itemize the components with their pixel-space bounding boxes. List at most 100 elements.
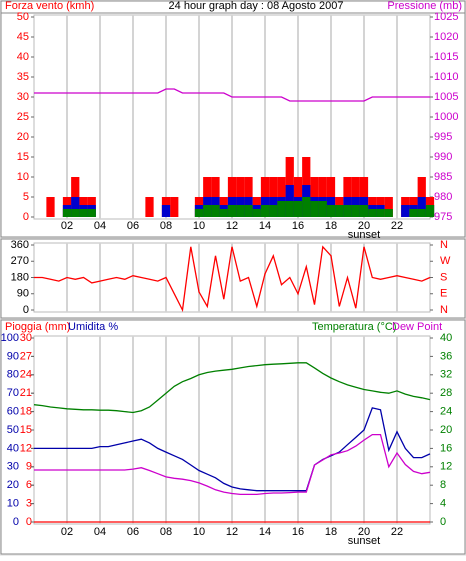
wind-bar — [293, 201, 303, 217]
wind-bar — [277, 201, 286, 217]
wind-bar — [145, 197, 154, 217]
wind-bar — [417, 209, 426, 217]
y-tick-label: 20 — [17, 131, 29, 143]
y-tick-label: 8 — [440, 479, 446, 491]
wind-bar — [87, 209, 96, 217]
wind-bar — [219, 209, 228, 217]
y-tick-label: 10 — [7, 498, 19, 510]
y-tick-label: N — [440, 239, 448, 251]
legend-label: Pioggia (mm) — [5, 321, 70, 333]
wind-bar — [401, 205, 410, 217]
x-tick-label: 06 — [127, 220, 139, 232]
x-tick-label: 22 — [391, 526, 403, 538]
y-tick-label: 980 — [434, 191, 452, 203]
y-tick-label: 24 — [20, 369, 32, 381]
y-tick-label: 70 — [7, 387, 19, 399]
y-tick-label: 0 — [440, 516, 446, 528]
wind-bar — [194, 209, 204, 217]
wind-label: Forza vento (kmh) — [5, 0, 94, 12]
wind-bar — [170, 197, 179, 217]
y-tick-label: 360 — [11, 239, 29, 251]
y-tick-label: 27 — [20, 350, 32, 362]
wind-bar — [326, 205, 336, 217]
y-tick-label: 25 — [17, 111, 29, 123]
series-line — [34, 407, 431, 492]
y-tick-label: 1015 — [434, 51, 458, 63]
series-line — [34, 88, 430, 102]
y-tick-label: 21 — [20, 387, 32, 399]
y-tick-label: 40 — [440, 332, 452, 344]
legend-label: Umidita % — [68, 321, 118, 333]
y-tick-label: 45 — [17, 31, 29, 43]
y-tick-label: 20 — [440, 424, 452, 436]
y-tick-label: 24 — [440, 406, 452, 418]
chart-title: 24 hour graph day : 08 Agosto 2007 — [169, 0, 344, 12]
y-tick-label: 990 — [434, 151, 452, 163]
y-tick-label: 30 — [20, 332, 32, 344]
wind-bar — [71, 209, 80, 217]
x-tick-label: 12 — [226, 526, 238, 538]
y-tick-label: 50 — [17, 11, 29, 23]
y-tick-label: 30 — [17, 91, 29, 103]
y-tick-label: 18 — [20, 406, 32, 418]
y-tick-label: 32 — [440, 369, 452, 381]
y-tick-label: 5 — [23, 191, 29, 203]
wind-bar — [79, 209, 88, 217]
wind-bar — [409, 209, 418, 217]
y-tick-label: 975 — [434, 211, 452, 223]
wind-bar — [376, 209, 385, 217]
wind-bar — [351, 205, 360, 217]
annotation: sunset — [348, 229, 380, 241]
y-tick-label: 0 — [26, 516, 32, 528]
x-tick-label: 18 — [325, 526, 337, 538]
wind-bar — [46, 197, 55, 217]
wind-bar — [260, 205, 270, 217]
y-tick-label: 40 — [17, 51, 29, 63]
x-tick-label: 06 — [127, 526, 139, 538]
y-tick-label: 1010 — [434, 71, 458, 83]
y-tick-label: 1025 — [434, 11, 458, 23]
y-tick-label: 4 — [440, 498, 446, 510]
y-tick-label: E — [440, 288, 447, 300]
x-tick-label: 10 — [193, 526, 205, 538]
x-tick-label: 14 — [259, 220, 271, 232]
y-tick-label: 60 — [7, 406, 19, 418]
y-tick-label: 100 — [1, 332, 19, 344]
wind-bar — [227, 205, 237, 217]
y-tick-label: 0 — [23, 304, 29, 316]
y-tick-label: 1000 — [434, 111, 458, 123]
x-tick-label: 14 — [259, 526, 271, 538]
y-tick-label: S — [440, 271, 447, 283]
wind-bar — [71, 197, 80, 217]
wind-bar — [203, 205, 212, 217]
wind-bar — [285, 201, 294, 217]
series-line — [34, 245, 431, 313]
legend-label: Dew Point — [392, 321, 442, 333]
x-tick-label: 20 — [358, 220, 370, 232]
y-tick-label: 40 — [7, 442, 19, 454]
wind-bar — [236, 205, 245, 217]
x-tick-label: 02 — [61, 526, 73, 538]
series-line — [34, 433, 431, 496]
x-tick-label: 08 — [160, 220, 172, 232]
y-tick-label: 16 — [440, 442, 452, 454]
y-tick-label: 36 — [440, 350, 452, 362]
x-tick-label: 04 — [94, 526, 106, 538]
y-tick-label: W — [440, 255, 451, 267]
annotation: sunset — [348, 535, 380, 547]
wind-bar — [252, 209, 261, 217]
wind-bar — [302, 197, 311, 217]
wind-bar — [244, 205, 253, 217]
y-tick-label: 995 — [434, 131, 452, 143]
x-tick-label: 02 — [61, 220, 73, 232]
wind-bar — [343, 205, 352, 217]
x-tick-label: 20 — [358, 526, 370, 538]
wind-bar — [211, 205, 220, 217]
y-tick-label: 12 — [440, 461, 452, 473]
y-tick-label: 6 — [26, 479, 32, 491]
wind-bar — [335, 205, 344, 217]
y-tick-label: 50 — [7, 424, 19, 436]
wind-bar — [62, 209, 72, 217]
wind-bar — [368, 209, 377, 217]
